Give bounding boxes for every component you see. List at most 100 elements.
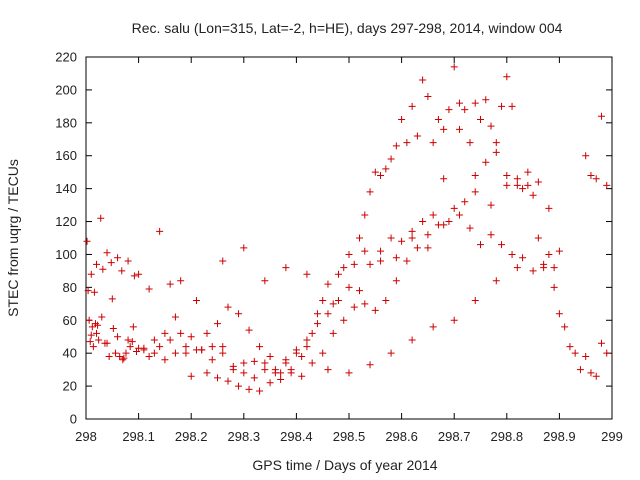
y-tick-label: 140 <box>55 181 77 196</box>
data-point <box>529 267 537 275</box>
data-point <box>324 366 332 374</box>
x-tick-label: 299 <box>601 429 623 444</box>
data-point <box>84 287 92 295</box>
data-point <box>597 339 605 347</box>
data-point <box>94 321 102 329</box>
data-point <box>219 343 227 351</box>
data-point <box>350 260 358 268</box>
data-point <box>419 218 427 226</box>
data-point <box>87 331 95 339</box>
data-point <box>371 168 379 176</box>
data-point <box>334 297 342 305</box>
data-point <box>240 244 248 252</box>
x-tick-label: 298.2 <box>175 429 208 444</box>
data-point <box>408 234 416 242</box>
data-point <box>545 204 553 212</box>
data-point <box>550 283 558 291</box>
data-point <box>99 265 107 273</box>
data-point <box>361 300 369 308</box>
data-point <box>466 224 474 232</box>
y-tick-label: 200 <box>55 82 77 97</box>
data-point <box>156 227 164 235</box>
data-point <box>182 349 190 357</box>
data-point <box>471 188 479 196</box>
chart-title: Rec. salu (Lon=315, Lat=-2, h=HE), days … <box>132 20 563 36</box>
data-point <box>477 116 484 124</box>
data-point <box>455 125 463 133</box>
y-tick-label: 40 <box>63 346 77 361</box>
data-point <box>319 349 327 357</box>
y-tick-label: 100 <box>55 247 77 262</box>
data-point <box>145 285 153 293</box>
data-point <box>109 325 117 332</box>
data-point <box>377 247 385 255</box>
data-point <box>345 369 353 377</box>
x-tick-label: 298.1 <box>122 429 155 444</box>
data-point <box>566 343 574 351</box>
data-point <box>424 231 432 239</box>
data-point <box>371 306 379 314</box>
data-point <box>340 264 348 272</box>
data-point <box>208 356 216 364</box>
data-point <box>250 357 258 365</box>
data-point <box>366 260 374 268</box>
data-point <box>93 260 101 268</box>
data-point <box>150 336 158 344</box>
data-point <box>126 343 134 351</box>
data-point <box>235 382 243 390</box>
data-point <box>150 349 158 357</box>
data-point <box>97 214 105 222</box>
y-tick-label: 60 <box>63 313 77 328</box>
data-point <box>114 254 122 262</box>
data-point <box>103 249 111 257</box>
data-point <box>555 247 563 255</box>
x-tick-label: 298.7 <box>438 429 471 444</box>
data-point <box>224 377 232 385</box>
data-point <box>187 333 195 341</box>
data-point <box>550 264 558 272</box>
data-point <box>334 270 342 278</box>
data-point <box>120 354 128 362</box>
data-point <box>219 257 227 265</box>
data-point <box>177 277 185 285</box>
axis-ticks <box>85 56 613 420</box>
x-tick-label: 298.8 <box>491 429 524 444</box>
data-point <box>356 234 364 242</box>
data-point <box>603 181 611 189</box>
data-point <box>171 313 179 321</box>
data-point <box>519 185 527 193</box>
data-point <box>392 254 400 262</box>
data-point <box>161 329 169 337</box>
data-point <box>440 125 448 133</box>
y-tick-label: 220 <box>55 50 77 65</box>
data-point <box>429 139 437 147</box>
data-point <box>345 283 353 291</box>
data-point <box>434 221 442 229</box>
data-point <box>250 374 258 382</box>
data-point <box>382 165 390 173</box>
data-point <box>445 218 453 226</box>
data-point <box>224 303 232 311</box>
data-point <box>90 288 98 296</box>
data-point <box>408 227 416 235</box>
data-point <box>324 310 332 318</box>
data-point <box>403 257 411 265</box>
data-point <box>498 102 506 110</box>
data-points <box>83 63 611 395</box>
data-point <box>482 158 490 166</box>
data-point <box>292 349 300 357</box>
data-point <box>89 343 97 351</box>
data-point <box>508 250 516 258</box>
data-point <box>111 349 119 357</box>
data-point <box>587 171 595 179</box>
data-point <box>582 352 590 360</box>
data-point <box>166 280 174 288</box>
data-point <box>455 211 463 219</box>
data-point <box>450 63 458 71</box>
data-point <box>219 349 227 357</box>
data-point <box>471 171 479 179</box>
data-point <box>508 102 516 110</box>
data-point <box>129 323 137 331</box>
data-point <box>87 270 95 278</box>
